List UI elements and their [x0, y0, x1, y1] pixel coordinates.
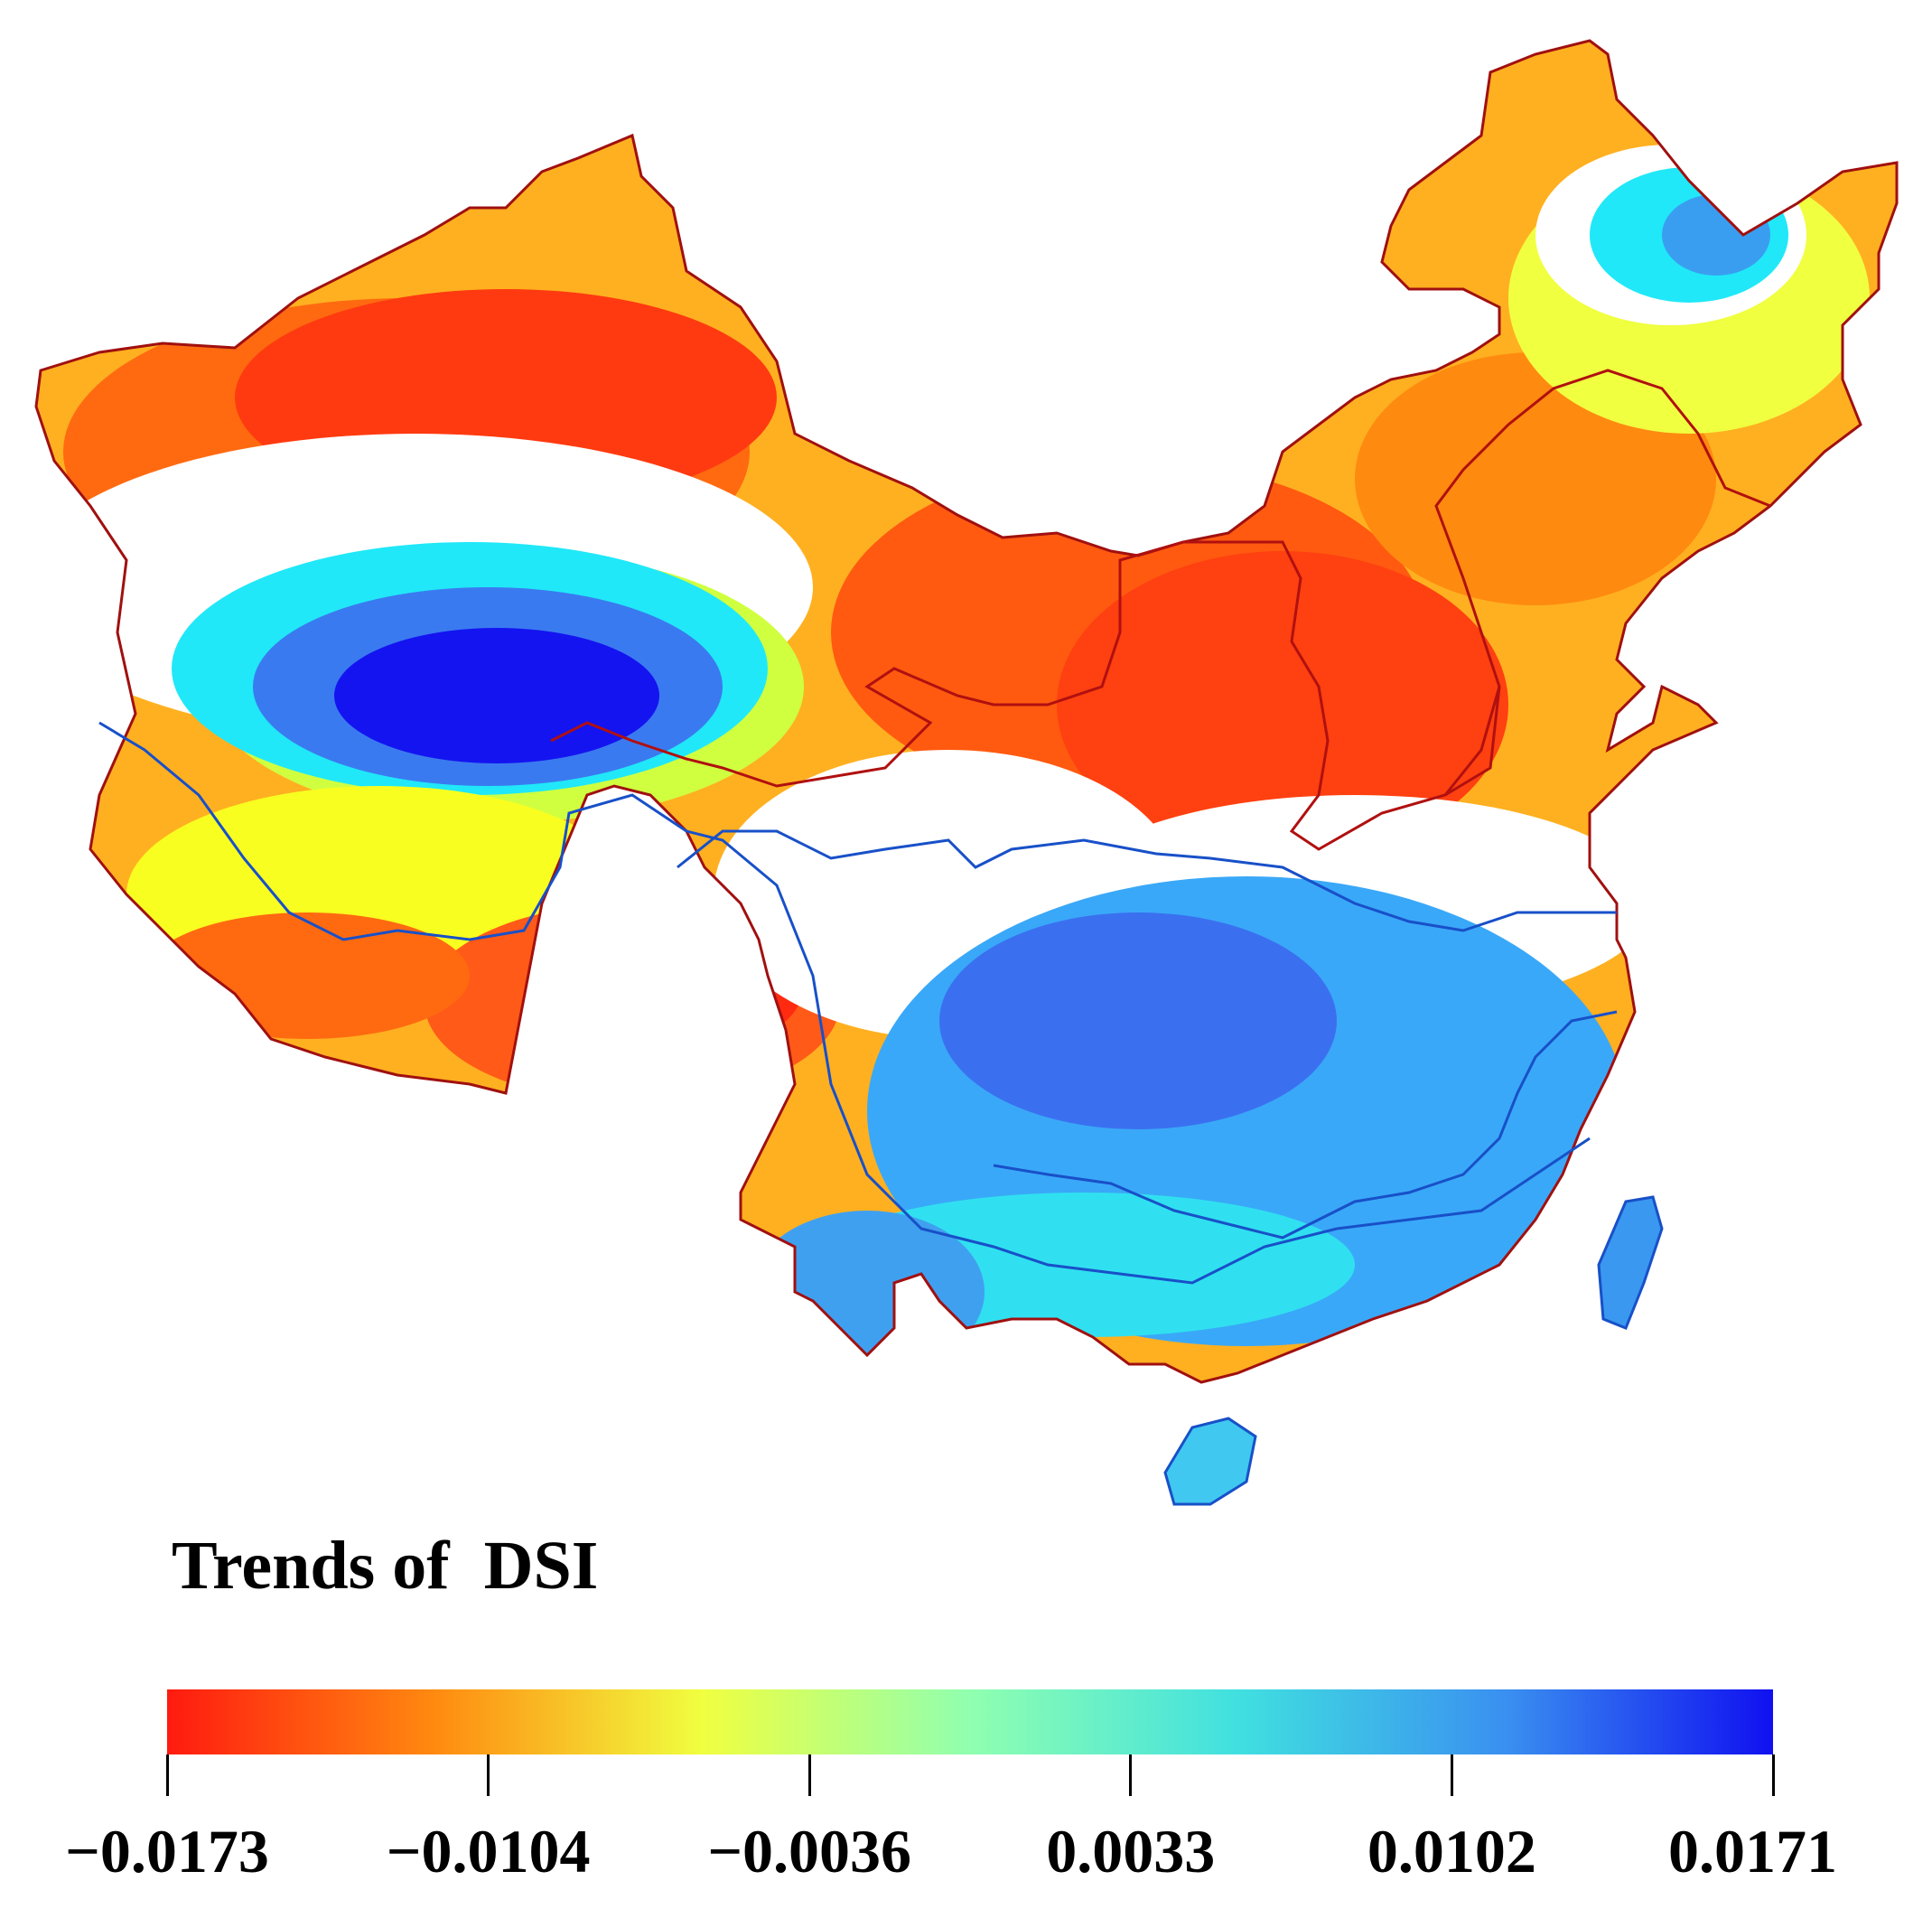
- northeast-basin-boundary: [1434, 369, 1771, 797]
- colorbar-tick-label: −0.0104: [386, 1817, 591, 1885]
- colorbar-tick-label: −0.0173: [65, 1817, 269, 1885]
- taiwan-island: [1597, 1195, 1664, 1330]
- colorbar-gradient: [167, 1689, 1773, 1754]
- colorbar-tick: [165, 1754, 169, 1796]
- northern-basin-boundary: [550, 540, 1501, 851]
- colorbar-tick-label: −0.0036: [707, 1817, 912, 1885]
- southern-basin-boundary: [98, 721, 1591, 1285]
- colorbar-tick-label: 0.0033: [1046, 1817, 1216, 1885]
- colorbar-tick: [1129, 1754, 1133, 1796]
- hainan-island: [1163, 1417, 1257, 1506]
- colorbar-tick: [1771, 1754, 1775, 1796]
- colorbar-tick: [487, 1754, 490, 1796]
- legend-title: Trends of DSI: [172, 1528, 599, 1604]
- pearl-basin-boundary: [993, 1010, 1618, 1240]
- south-china-wetting-core: [939, 912, 1337, 1129]
- north-china-drying-core: [1057, 551, 1508, 858]
- colorbar-tick: [1450, 1754, 1453, 1796]
- colorbar: [167, 1689, 1773, 1754]
- qaidam-wetting: [334, 628, 659, 763]
- china-trend-map: [34, 39, 1899, 1506]
- colorbar-tick-label: 0.0171: [1668, 1817, 1838, 1885]
- colorbar-tick-label: 0.0102: [1367, 1817, 1536, 1885]
- tibet-west-orange: [145, 912, 470, 1039]
- yangtze-basin-boundary: [677, 829, 1617, 932]
- colorbar-tick: [807, 1754, 811, 1796]
